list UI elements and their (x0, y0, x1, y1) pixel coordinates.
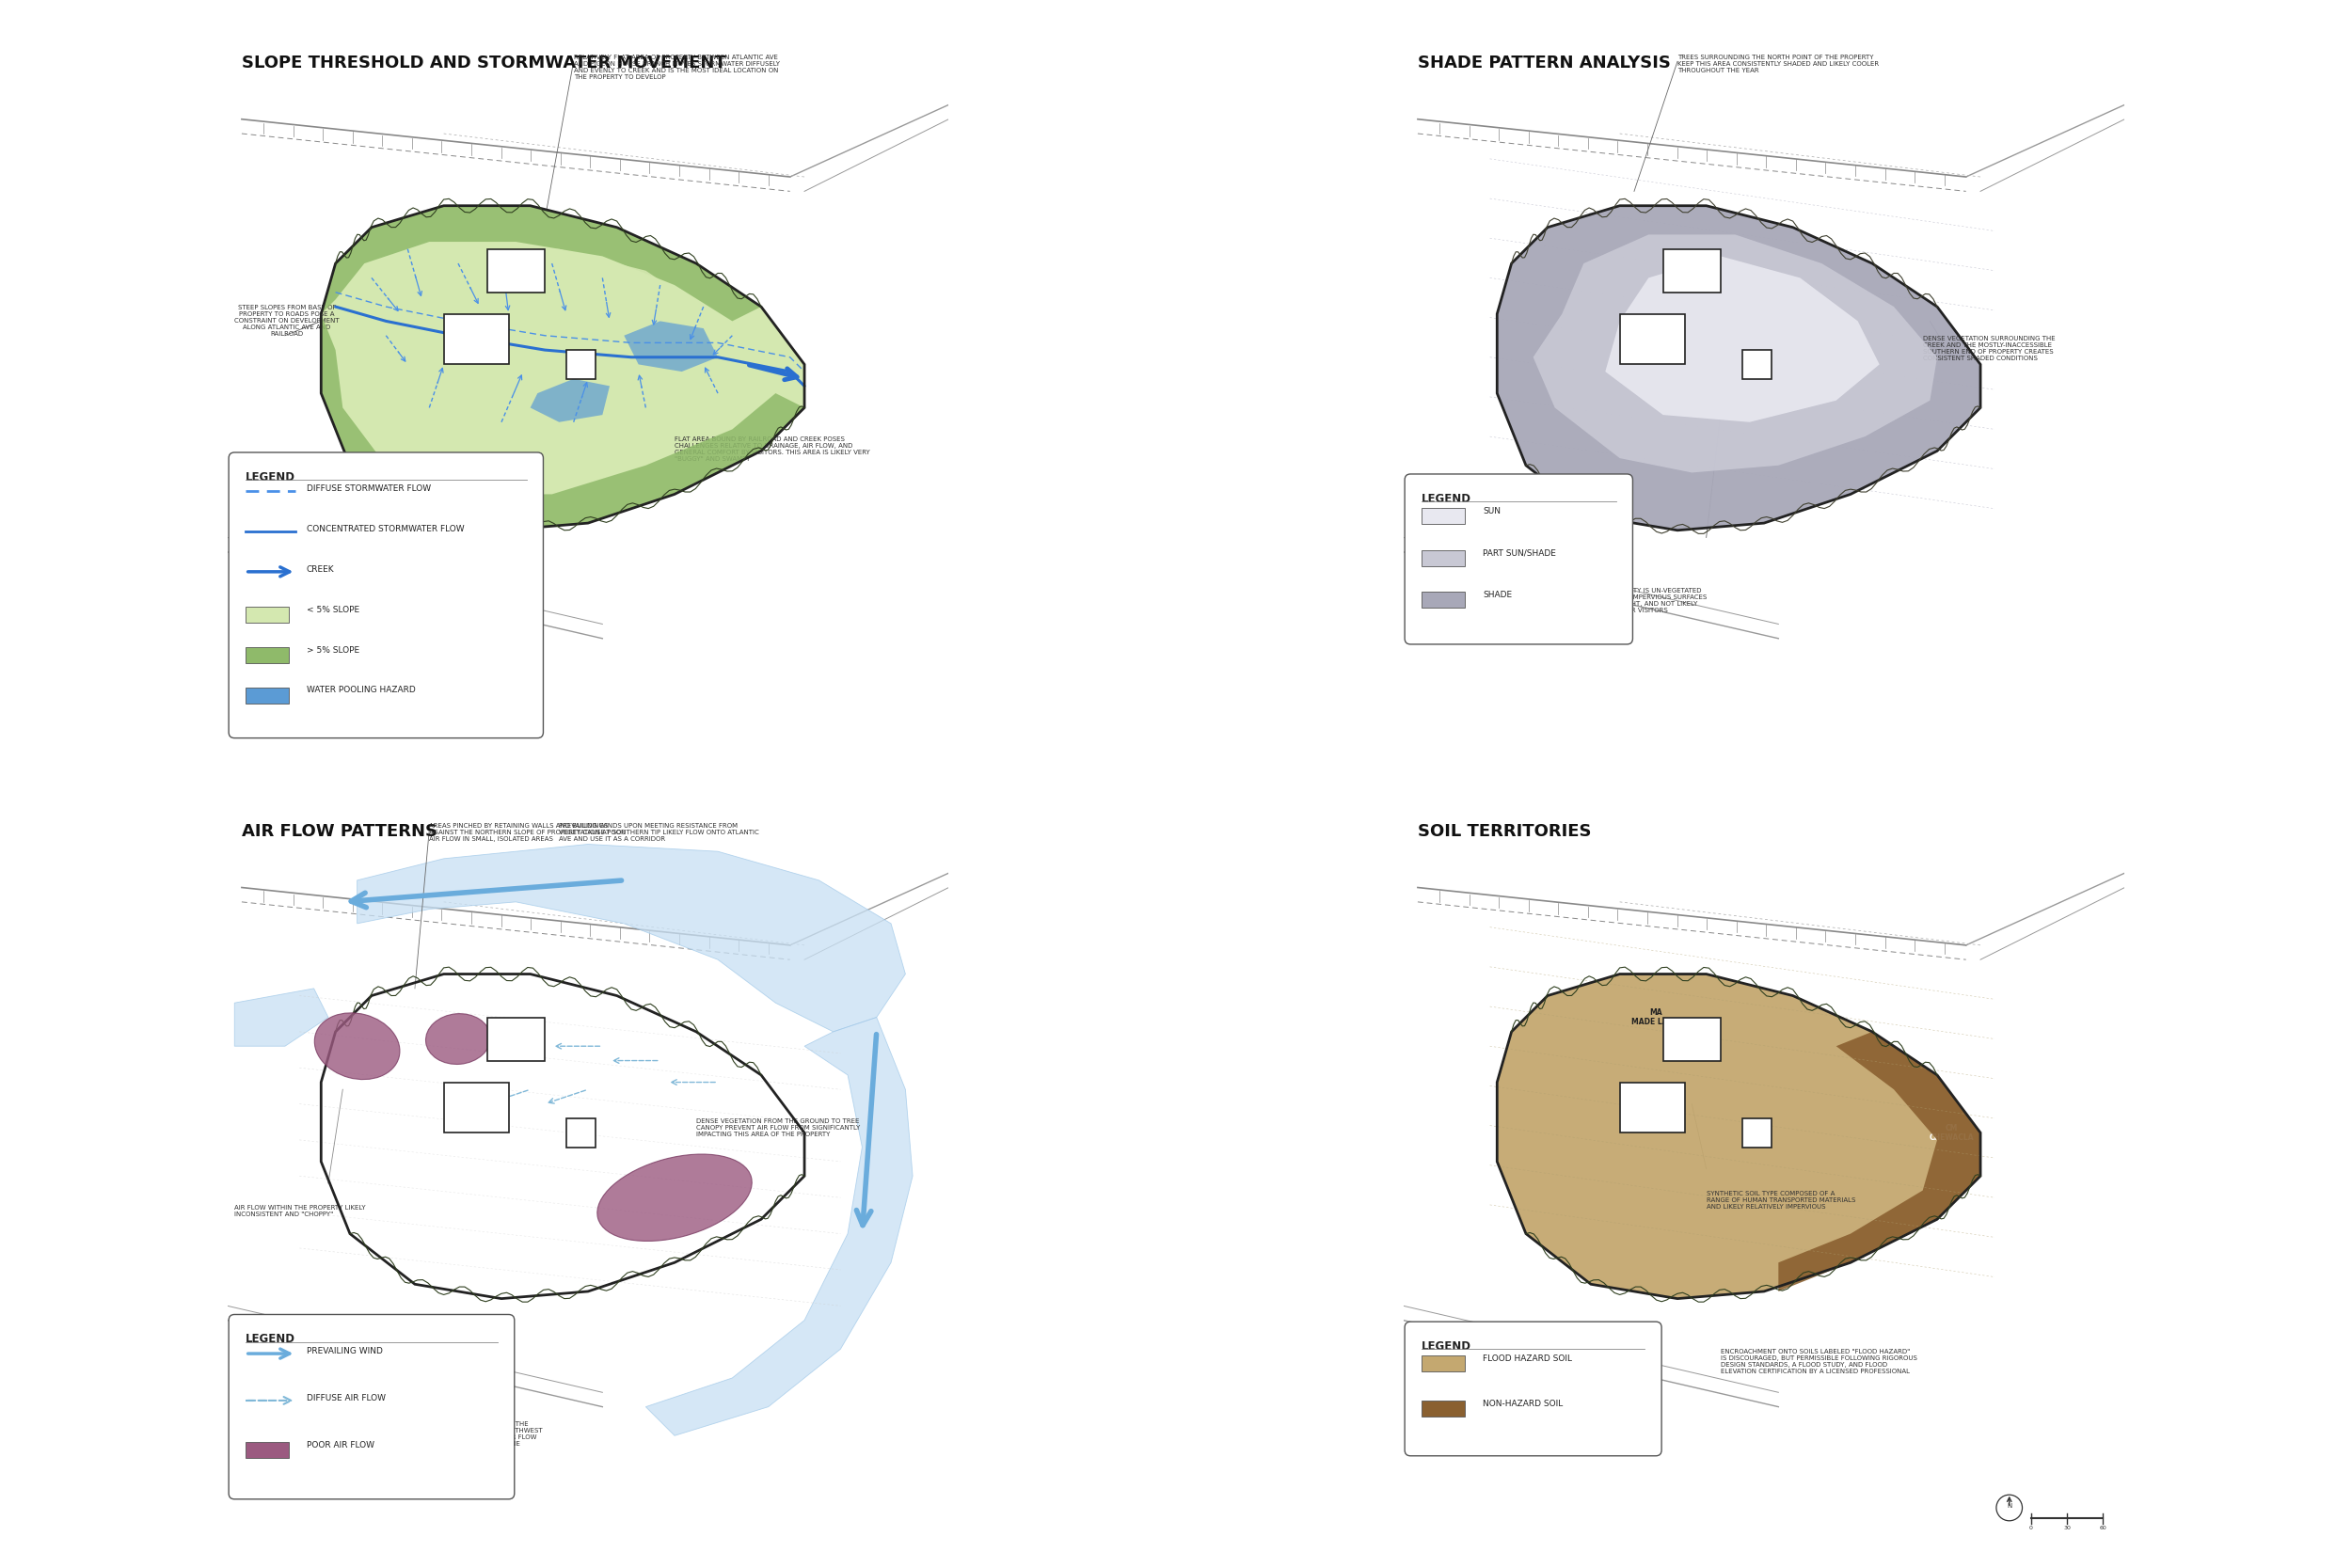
Text: DIFFUSE AIR FLOW: DIFFUSE AIR FLOW (306, 1394, 386, 1402)
Text: SOIL TERRITORIES: SOIL TERRITORIES (1418, 823, 1592, 839)
Ellipse shape (597, 1154, 753, 1242)
Text: DENSE VEGETATION FROM THE GROUND TO TREE
CANOPY PREVENT AIR FLOW FROM SIGNIFICAN: DENSE VEGETATION FROM THE GROUND TO TREE… (696, 1118, 861, 1137)
FancyBboxPatch shape (228, 1314, 515, 1499)
Text: SHADE PATTERN ANALYSIS: SHADE PATTERN ANALYSIS (1418, 55, 1670, 71)
Text: LEGEND: LEGEND (1421, 1341, 1472, 1353)
FancyBboxPatch shape (245, 687, 289, 704)
Polygon shape (1534, 235, 1938, 472)
Text: N: N (2006, 1504, 2011, 1508)
Text: AIR FLOW WITHIN THE PROPERTY LIKELY
INCONSISTENT AND "CHOPPY": AIR FLOW WITHIN THE PROPERTY LIKELY INCO… (235, 1204, 367, 1217)
Polygon shape (235, 988, 329, 1046)
Text: THE CENTER OF THE PROPERTY IS UN-VEGETATED
AND COMPOSED OF LARGELY IMPERVIOUS SU: THE CENTER OF THE PROPERTY IS UN-VEGETAT… (1534, 588, 1708, 613)
Bar (487, 1018, 546, 1060)
Polygon shape (1498, 974, 1980, 1298)
Polygon shape (529, 379, 609, 422)
Text: WATER POOLING HAZARD: WATER POOLING HAZARD (306, 687, 416, 695)
FancyBboxPatch shape (1421, 1356, 1465, 1372)
FancyBboxPatch shape (245, 607, 289, 622)
Text: STEEP AND UNDER-VEGETATED SLOPES OF PIGEON
HOUSE BRANCH MEANS ACCESS TO THE CREE: STEEP AND UNDER-VEGETATED SLOPES OF PIGE… (374, 610, 541, 641)
Text: RELATIVELY FLAT AREA OF PROPERTY BETWEEN ATLANTIC AVE
AND PIGEON HOUSE BRANCH MO: RELATIVELY FLAT AREA OF PROPERTY BETWEEN… (574, 55, 779, 80)
FancyBboxPatch shape (1404, 1322, 1661, 1455)
Text: AIR FLOW PATTERNS: AIR FLOW PATTERNS (242, 823, 437, 839)
Text: PREVAILING WINDS UPON MEETING RESISTANCE FROM
VEGETATION AT SOUTHERN TIP LIKELY : PREVAILING WINDS UPON MEETING RESISTANCE… (560, 823, 760, 842)
Text: LEGEND: LEGEND (245, 470, 296, 483)
Polygon shape (322, 205, 804, 530)
Bar (1663, 1018, 1722, 1060)
Polygon shape (647, 1018, 913, 1436)
FancyBboxPatch shape (1404, 474, 1632, 644)
Polygon shape (623, 321, 717, 372)
Text: PART SUN/SHADE: PART SUN/SHADE (1482, 549, 1557, 557)
Bar (1621, 314, 1684, 364)
Text: 30: 30 (2063, 1526, 2070, 1530)
Text: SHADE: SHADE (1482, 591, 1512, 599)
Text: < 5% SLOPE: < 5% SLOPE (306, 605, 360, 615)
Text: FLAT AREA BOUND BY RAILROAD AND CREEK POSES
CHALLENGES RELATIVE TO DRAINAGE, AIR: FLAT AREA BOUND BY RAILROAD AND CREEK PO… (675, 436, 870, 463)
FancyBboxPatch shape (1421, 593, 1465, 608)
Text: SYNTHETIC SOIL TYPE COMPOSED OF A
RANGE OF HUMAN TRANSPORTED MATERIALS
AND LIKEL: SYNTHETIC SOIL TYPE COMPOSED OF A RANGE … (1705, 1190, 1856, 1209)
Bar (567, 1118, 595, 1148)
Text: > 5% SLOPE: > 5% SLOPE (306, 646, 360, 654)
Bar (1743, 350, 1771, 379)
Bar (487, 249, 546, 292)
Text: 0: 0 (2030, 1526, 2032, 1530)
Bar (445, 1082, 508, 1132)
Text: CONCENTRATED STORMWATER FLOW: CONCENTRATED STORMWATER FLOW (306, 525, 463, 533)
FancyBboxPatch shape (1421, 1400, 1465, 1416)
Ellipse shape (315, 1013, 400, 1079)
Text: MA
MADE LAND: MA MADE LAND (1632, 1008, 1679, 1027)
Text: CM
CHEWACLA: CM CHEWACLA (1929, 1124, 1973, 1142)
Text: STEEP SLOPES FROM BASE OF
PROPERTY TO ROADS POSE A
CONSTRAINT ON DEVELOPMENT
ALO: STEEP SLOPES FROM BASE OF PROPERTY TO RO… (235, 306, 339, 337)
Text: FLOOD HAZARD SOIL: FLOOD HAZARD SOIL (1482, 1355, 1571, 1363)
FancyBboxPatch shape (228, 453, 543, 739)
FancyBboxPatch shape (1421, 508, 1465, 524)
Polygon shape (322, 314, 804, 530)
Bar (1743, 1118, 1771, 1148)
Text: ENCROACHMENT ONTO SOILS LABELED "FLOOD HAZARD"
IS DISCOURAGED, BUT PERMISSIBLE F: ENCROACHMENT ONTO SOILS LABELED "FLOOD H… (1722, 1348, 1917, 1375)
Polygon shape (1498, 205, 1980, 530)
FancyBboxPatch shape (1421, 550, 1465, 566)
FancyBboxPatch shape (245, 1443, 289, 1458)
Bar (1663, 249, 1722, 292)
Text: PREVAILING WINDS ARE SPLIT UPON REACHING THE
PROPERTY DUE TO DENSE VEGETATION AT: PREVAILING WINDS ARE SPLIT UPON REACHING… (346, 1421, 543, 1447)
Polygon shape (322, 974, 804, 1298)
Polygon shape (1606, 256, 1879, 422)
Text: SUN: SUN (1482, 506, 1501, 514)
Text: 60: 60 (2100, 1526, 2107, 1530)
Bar (445, 314, 508, 364)
Ellipse shape (426, 1013, 492, 1065)
Text: DENSE VEGETATION SURROUNDING THE
CREEK AND THE MOSTLY-INACCESSIBLE
SOUTHERN END : DENSE VEGETATION SURROUNDING THE CREEK A… (1922, 336, 2056, 361)
Text: PREVAILING WIND: PREVAILING WIND (306, 1347, 383, 1356)
Polygon shape (1778, 1032, 1980, 1292)
Text: TREES SURROUNDING THE NORTH POINT OF THE PROPERTY
KEEP THIS AREA CONSISTENTLY SH: TREES SURROUNDING THE NORTH POINT OF THE… (1677, 55, 1879, 74)
Text: POOR AIR FLOW: POOR AIR FLOW (306, 1441, 374, 1449)
Polygon shape (358, 844, 906, 1032)
Text: NON-HAZARD SOIL: NON-HAZARD SOIL (1482, 1399, 1562, 1408)
Bar (567, 350, 595, 379)
Text: SLOPE THRESHOLD AND STORMWATER MOVEMENT: SLOPE THRESHOLD AND STORMWATER MOVEMENT (242, 55, 727, 71)
Text: AREAS PINCHED BY RETAINING WALLS AND BUILDINGS
AGAINST THE NORTHERN SLOPE OF PRO: AREAS PINCHED BY RETAINING WALLS AND BUI… (430, 823, 626, 842)
Text: LEGEND: LEGEND (245, 1333, 296, 1345)
Polygon shape (322, 205, 762, 321)
Text: CREEK: CREEK (306, 566, 334, 574)
FancyBboxPatch shape (245, 648, 289, 663)
Text: LEGEND: LEGEND (1421, 492, 1472, 505)
Text: DIFFUSE STORMWATER FLOW: DIFFUSE STORMWATER FLOW (306, 485, 430, 494)
Polygon shape (358, 249, 755, 466)
Bar (1621, 1082, 1684, 1132)
